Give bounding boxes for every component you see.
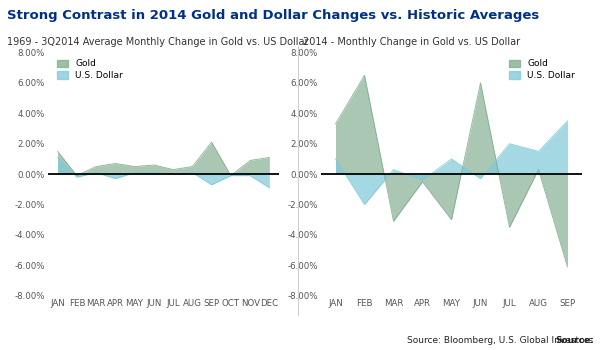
Text: Strong Contrast in 2014 Gold and Dollar Changes vs. Historic Averages: Strong Contrast in 2014 Gold and Dollar … xyxy=(7,9,539,22)
Text: Source: Bloomberg, U.S. Global Investors: Source: Bloomberg, U.S. Global Investors xyxy=(407,336,593,345)
Legend: Gold, U.S. Dollar: Gold, U.S. Dollar xyxy=(57,60,123,80)
Legend: Gold, U.S. Dollar: Gold, U.S. Dollar xyxy=(509,60,575,80)
Text: 1969 - 3Q2014 Average Monthly Change in Gold vs. US Dollar: 1969 - 3Q2014 Average Monthly Change in … xyxy=(7,37,309,47)
Text: Source:: Source: xyxy=(555,336,594,345)
Text: 2014 - Monthly Change in Gold vs. US Dollar: 2014 - Monthly Change in Gold vs. US Dol… xyxy=(303,37,520,47)
